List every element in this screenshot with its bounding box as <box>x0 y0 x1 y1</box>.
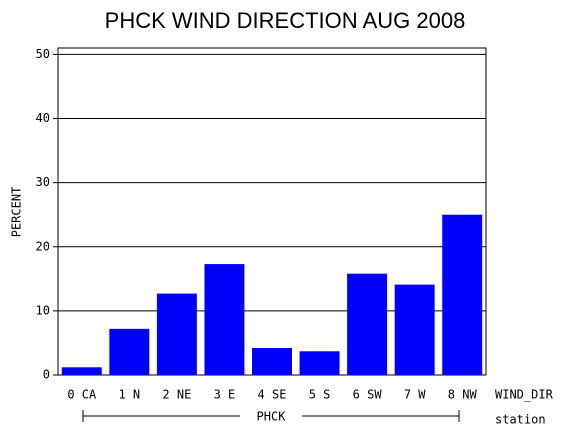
bar <box>347 273 388 375</box>
x-tick-label: 5 S <box>309 388 331 402</box>
group-label: PHCK <box>257 410 287 424</box>
x-tick-label: 7 W <box>404 388 426 402</box>
group-axis-label: station <box>495 413 546 427</box>
x-tick-label: 4 SE <box>258 388 287 402</box>
bar <box>252 348 292 375</box>
x-tick-label: 3 E <box>214 388 236 402</box>
bar <box>442 214 483 375</box>
y-axis-label: PERCENT <box>10 187 24 238</box>
bar <box>156 293 197 375</box>
chart-title: PHCK WIND DIRECTION AUG 2008 <box>105 8 466 33</box>
x-tick-label: 1 N <box>118 388 140 402</box>
x-axis-label: WIND_DIR <box>495 388 554 402</box>
bar <box>394 284 435 375</box>
x-tick-label: 6 SW <box>353 388 383 402</box>
bar <box>61 367 102 375</box>
group-bracket <box>82 410 460 422</box>
bar <box>109 328 150 375</box>
x-tick-label: 8 NW <box>448 388 478 402</box>
y-tick-label: 10 <box>36 303 50 317</box>
y-tick-label: 40 <box>36 111 50 125</box>
bar <box>299 351 340 375</box>
y-tick-label: 20 <box>36 239 50 253</box>
bar <box>204 264 245 375</box>
y-tick-label: 0 <box>43 368 50 382</box>
x-tick-label: 2 NE <box>162 388 191 402</box>
y-tick-label: 30 <box>36 175 50 189</box>
y-tick-label: 50 <box>36 47 50 61</box>
x-tick-label: 0 CA <box>67 388 97 402</box>
